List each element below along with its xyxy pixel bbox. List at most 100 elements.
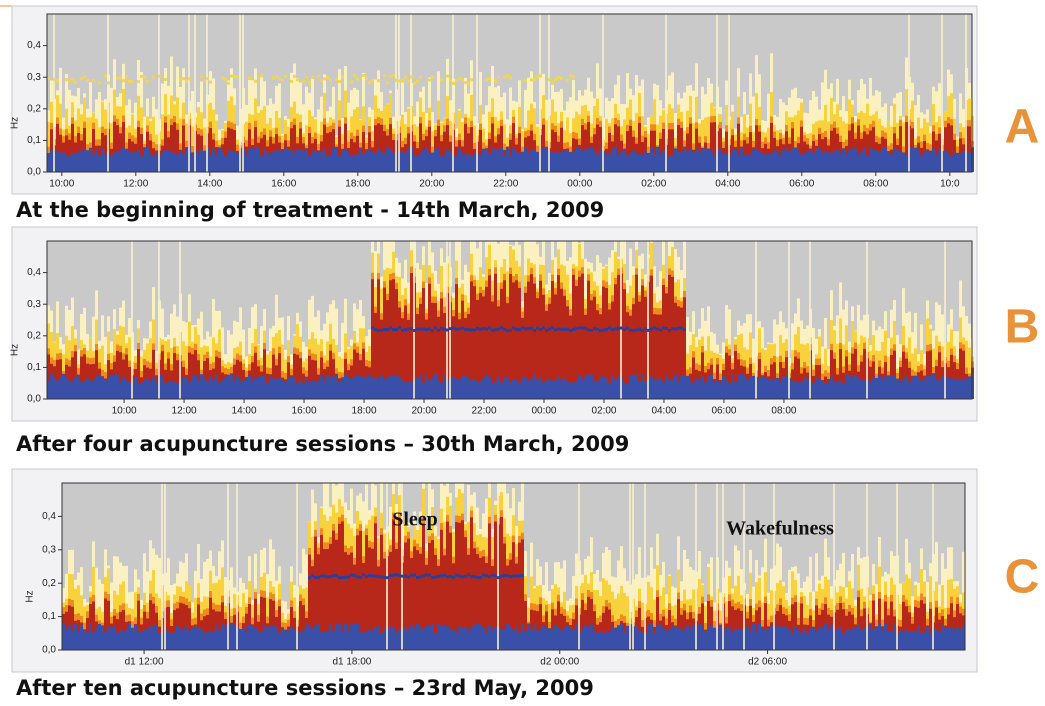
texture-cell	[704, 382, 707, 399]
texture-cell	[161, 149, 164, 172]
texture-cell	[680, 629, 683, 650]
texture-cell	[539, 377, 542, 399]
texture-cell	[737, 375, 740, 399]
texture-cell	[707, 376, 710, 399]
texture-cell	[488, 377, 491, 399]
texture-cell	[851, 378, 854, 399]
texture-cell	[590, 147, 593, 172]
texture-cell	[143, 147, 146, 172]
texture-cell	[422, 382, 425, 399]
texture-cell	[284, 630, 287, 650]
texture-cell	[539, 14, 541, 172]
texture-cell	[677, 152, 680, 172]
texture-cell	[899, 382, 902, 399]
texture-cell	[608, 154, 611, 172]
texture-cell	[200, 629, 203, 650]
texture-cell	[695, 378, 698, 399]
texture-cell	[845, 374, 848, 399]
texture-cell	[581, 151, 584, 172]
texture-cell	[743, 155, 746, 172]
texture-cell	[524, 631, 527, 650]
texture-cell	[368, 574, 371, 577]
texture-cell	[347, 631, 350, 650]
texture-cell	[362, 573, 365, 576]
texture-cell	[467, 328, 470, 331]
texture-cell	[326, 575, 329, 578]
texture-cell	[437, 575, 440, 578]
texture-cell	[362, 377, 365, 399]
texture-cell	[56, 380, 59, 399]
texture-cell	[95, 375, 98, 399]
texture-cell	[527, 282, 530, 399]
texture-cell	[449, 575, 452, 578]
texture-cell	[482, 327, 485, 330]
texture-cell	[272, 626, 275, 650]
texture-cell	[296, 78, 299, 81]
texture-cell	[281, 379, 284, 399]
texture-cell	[143, 76, 146, 79]
texture-cell	[200, 75, 203, 78]
texture-cell	[491, 629, 494, 650]
texture-cell	[854, 148, 857, 172]
texture-cell	[224, 156, 227, 172]
texture-cell	[197, 153, 200, 172]
texture-cell	[854, 628, 857, 650]
texture-cell	[371, 327, 374, 330]
texture-cell	[422, 328, 425, 331]
texture-cell	[140, 75, 143, 78]
texture-cell	[59, 377, 62, 399]
texture-cell	[326, 631, 329, 650]
texture-cell	[962, 151, 965, 172]
texture-cell	[119, 382, 122, 399]
texture-cell	[464, 575, 467, 578]
texture-cell	[860, 629, 863, 650]
texture-cell	[395, 633, 398, 650]
texture-cell	[848, 375, 851, 399]
texture-cell	[371, 378, 374, 399]
texture-cell	[557, 628, 560, 650]
y-tick-label: 0,3	[27, 72, 41, 83]
texture-cell	[461, 575, 464, 578]
texture-cell	[791, 147, 794, 172]
texture-cell	[602, 633, 605, 650]
texture-cell	[434, 149, 437, 172]
texture-cell	[800, 382, 803, 399]
texture-cell	[347, 575, 350, 578]
texture-cell	[620, 151, 623, 172]
texture-cell	[410, 75, 413, 78]
texture-cell	[275, 627, 278, 650]
x-tick-label: 00:00	[531, 406, 556, 417]
texture-cell	[839, 381, 842, 399]
texture-cell	[488, 154, 491, 172]
texture-cell	[485, 374, 488, 399]
texture-cell	[314, 626, 317, 650]
texture-cell	[89, 381, 92, 399]
texture-cell	[350, 625, 353, 650]
texture-cell	[371, 78, 374, 81]
texture-cell	[110, 156, 113, 172]
texture-cell	[734, 149, 737, 172]
texture-cell	[914, 148, 917, 172]
texture-cell	[392, 375, 395, 399]
texture-cell	[398, 14, 400, 172]
texture-cell	[860, 151, 863, 172]
texture-cell	[584, 327, 587, 330]
texture-cell	[497, 328, 500, 331]
texture-cell	[311, 76, 314, 79]
texture-cell	[503, 377, 506, 399]
texture-cell	[479, 328, 482, 331]
texture-cell	[368, 375, 371, 399]
texture-cell	[116, 77, 119, 80]
texture-cell	[503, 574, 506, 577]
texture-cell	[209, 376, 212, 399]
texture-cell	[479, 382, 482, 399]
texture-cell	[131, 241, 133, 399]
texture-cell	[701, 148, 704, 172]
texture-cell	[584, 377, 587, 399]
texture-cell	[581, 380, 584, 399]
texture-cell	[908, 14, 910, 172]
texture-cell	[320, 151, 323, 172]
texture-cell	[206, 632, 209, 650]
texture-cell	[881, 379, 884, 399]
texture-cell	[521, 574, 524, 577]
